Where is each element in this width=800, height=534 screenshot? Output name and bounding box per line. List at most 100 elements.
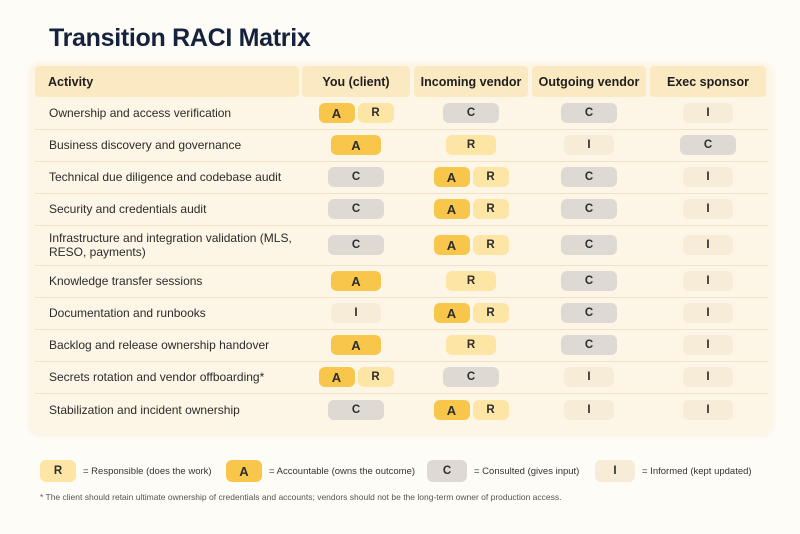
legend-item-responsible: R = Responsible (does the work) [40,460,212,482]
raci-cell: C [414,361,528,393]
raci-cell: C [532,97,646,129]
raci-cell: I [650,361,766,393]
raci-cell: C [532,297,646,329]
raci-cell: I [650,225,766,265]
raci-cell: A [302,129,410,161]
header-activity: Activity [35,66,299,97]
raci-badge-a: A [433,400,470,420]
legend-item-informed: I = Informed (kept updated) [595,460,752,482]
raci-cell: C [532,225,646,265]
raci-badge-r: R [472,400,509,420]
raci-cell: A [302,265,410,297]
legend-item-accountable: A = Accountable (owns the outcome) [226,460,415,482]
raci-badge-a: A [433,235,470,255]
footnote: * The client should retain ultimate owne… [40,492,562,502]
raci-badge-c: C [561,167,617,187]
raci-cell: I [302,297,410,329]
raci-cell: C [532,329,646,361]
header-outgoing-vendor: Outgoing vendor [532,66,646,97]
legend-code: C [427,460,467,482]
raci-badge-a: A [433,167,470,187]
raci-cell: C [414,97,528,129]
activity-label: Secrets rotation and vendor offboarding* [49,370,265,384]
raci-cell: I [532,361,646,393]
raci-badge-c: C [328,199,384,219]
legend-text: = Consulted (gives input) [474,465,580,477]
header-exec-sponsor: Exec sponsor [650,66,766,97]
raci-cell: C [532,161,646,193]
activity-label: Documentation and runbooks [49,306,206,320]
raci-cell: I [650,161,766,193]
raci-badge-a: A [318,103,355,123]
raci-badge-r: R [472,303,509,323]
activity-label: Security and credentials audit [49,202,207,216]
raci-badge-c: C [328,167,384,187]
raci-badge-i: I [564,400,614,420]
legend-item-consulted: C = Consulted (gives input) [427,460,579,482]
raci-cell: R [414,129,528,161]
raci-cell: C [302,193,410,225]
table-row: Secrets rotation and vendor offboarding*… [35,361,768,394]
raci-cell: I [650,394,766,426]
raci-cell: C [302,394,410,426]
page-title: Transition RACI Matrix [49,24,311,52]
raci-badge-c: C [328,235,384,255]
table-row: Ownership and access verification A R C C I [35,97,768,130]
raci-badge-i: I [683,335,733,355]
table-row: Technical due diligence and codebase aud… [35,161,768,194]
raci-badge-i: I [683,400,733,420]
raci-badge-c: C [561,303,617,323]
table-row: Knowledge transfer sessions A R C I [35,265,768,298]
legend-text: = Accountable (owns the outcome) [269,465,416,477]
raci-badge-i: I [683,303,733,323]
raci-badge-r: R [446,271,496,291]
raci-cell: I [650,265,766,297]
raci-badge-i: I [683,103,733,123]
legend-code: A [226,460,262,482]
raci-badge-r: R [446,335,496,355]
raci-badge-a: A [331,335,381,355]
legend: R = Responsible (does the work) A = Acco… [30,450,772,492]
raci-cell: R [414,329,528,361]
raci-badge-i: I [683,367,733,387]
raci-cell: C [302,225,410,265]
raci-badge-c: C [561,335,617,355]
header-incoming-vendor: Incoming vendor [414,66,528,97]
raci-badge-r: R [357,367,394,387]
raci-badge-c: C [328,400,384,420]
raci-badge-i: I [683,199,733,219]
raci-cell: I [532,129,646,161]
raci-badge-i: I [683,271,733,291]
activity-label: Infrastructure and integration validatio… [49,231,292,259]
activity-label: Business discovery and governance [49,138,242,152]
raci-cell: A [302,329,410,361]
activity-label: Knowledge transfer sessions [49,274,203,288]
legend-code: I [595,460,635,482]
raci-badge-r: R [472,167,509,187]
table-row: Documentation and runbooks I A R C I [35,297,768,330]
raci-badge-a: A [433,303,470,323]
legend-text: = Responsible (does the work) [83,465,212,477]
raci-cell: R [414,265,528,297]
raci-badge-i: I [683,235,733,255]
raci-badge-c: C [680,135,736,155]
raci-cell: I [532,394,646,426]
legend-code: R [40,460,76,482]
raci-cell: C [532,265,646,297]
activity-label: Backlog and release ownership handover [49,338,270,352]
header-you-client: You (client) [302,66,410,97]
table-row: Backlog and release ownership handover A R… [35,329,768,362]
raci-badge-i: I [564,367,614,387]
raci-badge-r: R [472,235,509,255]
raci-badge-a: A [331,135,381,155]
table-row: Security and credentials audit C A R C I [35,193,768,226]
raci-cell: I [650,193,766,225]
activity-label: Stabilization and incident ownership [49,403,240,417]
activity-label: Technical due diligence and codebase aud… [49,170,282,184]
